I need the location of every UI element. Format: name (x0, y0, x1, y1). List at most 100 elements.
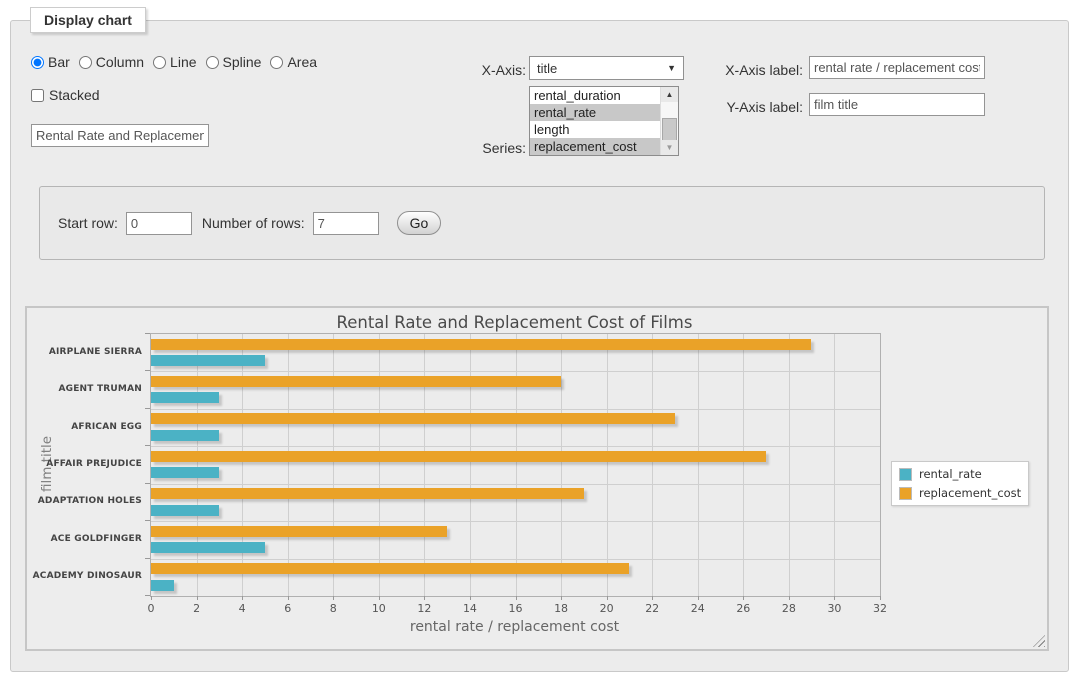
x-tick-mark (880, 596, 881, 600)
bar-rental_rate (151, 355, 265, 366)
category-label: AFRICAN EGG (32, 422, 142, 432)
series-option-replacement_cost[interactable]: replacement_cost (530, 138, 661, 155)
x-tick-label: 18 (541, 602, 581, 615)
y-tick-mark (145, 445, 150, 446)
chart-title-input[interactable] (31, 124, 209, 147)
bar-replacement_cost (151, 563, 629, 574)
series-listbox[interactable]: rental_durationrental_ratelengthreplacem… (529, 86, 679, 156)
chart-type-option-line[interactable]: Line (153, 54, 196, 70)
grid-line-horizontal (151, 484, 880, 485)
y-axis-label-input[interactable] (809, 93, 985, 116)
x-axis-select[interactable]: title ▼ (529, 56, 684, 80)
row-range-panel: Start row: Number of rows: Go (39, 186, 1045, 260)
bar-replacement_cost (151, 451, 766, 462)
chart-type-option-bar[interactable]: Bar (31, 54, 70, 70)
fieldset-legend: Display chart (30, 7, 146, 33)
scroll-down-icon[interactable]: ▼ (661, 140, 678, 155)
y-tick-mark (145, 408, 150, 409)
grid-line-vertical (288, 334, 289, 596)
bar-replacement_cost (151, 488, 584, 499)
chart-type-option-area[interactable]: Area (270, 54, 317, 70)
x-tick-label: 28 (769, 602, 809, 615)
stacked-label: Stacked (49, 87, 100, 103)
legend-swatch (899, 487, 912, 500)
grid-line-vertical (424, 334, 425, 596)
number-of-rows-input[interactable] (313, 212, 379, 235)
x-tick-label: 26 (723, 602, 763, 615)
grid-line-vertical (607, 334, 608, 596)
x-axis-selected-value: title (537, 61, 557, 76)
y-tick-mark (145, 333, 150, 334)
legend-row: replacement_cost (899, 486, 1021, 500)
x-tick-label: 8 (313, 602, 353, 615)
legend-label: rental_rate (919, 467, 982, 481)
grid-line-horizontal (151, 521, 880, 522)
series-option-rental_rate[interactable]: rental_rate (530, 104, 661, 121)
x-axis-label-input[interactable] (809, 56, 985, 79)
category-label: AFFAIR PREJUDICE (32, 459, 142, 469)
resize-handle-icon[interactable] (1033, 635, 1045, 647)
x-axis-label-label: X-Axis label: (709, 62, 803, 78)
chart-type-radio-bar[interactable] (31, 56, 44, 69)
grid-line-vertical (197, 334, 198, 596)
x-tick-mark (470, 596, 471, 600)
series-option-length[interactable]: length (530, 121, 661, 138)
x-tick-mark (288, 596, 289, 600)
x-tick-label: 22 (632, 602, 672, 615)
x-tick-mark (242, 596, 243, 600)
chart-type-radio-spline[interactable] (206, 56, 219, 69)
x-tick-label: 6 (268, 602, 308, 615)
x-tick-label: 20 (587, 602, 627, 615)
go-button[interactable]: Go (397, 211, 442, 235)
bar-replacement_cost (151, 376, 561, 387)
x-tick-mark (789, 596, 790, 600)
chart-x-axis-label: rental rate / replacement cost (150, 619, 879, 635)
x-tick-mark (379, 596, 380, 600)
category-label: ACE GOLDFINGER (32, 534, 142, 544)
chart-type-option-column[interactable]: Column (79, 54, 144, 70)
x-tick-label: 2 (177, 602, 217, 615)
chart-type-radio-area[interactable] (270, 56, 283, 69)
x-tick-mark (197, 596, 198, 600)
legend-row: rental_rate (899, 467, 1021, 481)
bar-rental_rate (151, 430, 219, 441)
grid-line-vertical (470, 334, 471, 596)
grid-line-vertical (743, 334, 744, 596)
chart-type-radio-column[interactable] (79, 56, 92, 69)
stacked-checkbox-row[interactable]: Stacked (31, 87, 100, 103)
x-axis-select-label: X-Axis: (431, 62, 526, 78)
x-tick-mark (743, 596, 744, 600)
grid-line-vertical (242, 334, 243, 596)
scrollbar-thumb[interactable] (662, 118, 677, 141)
grid-line-vertical (379, 334, 380, 596)
x-tick-mark (516, 596, 517, 600)
grid-line-vertical (333, 334, 334, 596)
chart-type-radio-group: Bar Column Line Spline Area (31, 54, 326, 70)
chart-type-label: Line (170, 54, 196, 70)
display-chart-fieldset: BarColumnLineSplineArea Stacked X-Axis: … (10, 20, 1069, 672)
x-tick-mark (698, 596, 699, 600)
series-option-rental_duration[interactable]: rental_duration (530, 87, 661, 104)
chart-type-radio-line[interactable] (153, 56, 166, 69)
chart-type-label: Area (287, 54, 317, 70)
chart-plot-area (150, 333, 881, 597)
category-label: AIRPLANE SIERRA (32, 347, 142, 357)
y-axis-label-label: Y-Axis label: (709, 99, 803, 115)
bar-replacement_cost (151, 339, 811, 350)
y-tick-mark (145, 520, 150, 521)
stacked-checkbox[interactable] (31, 89, 44, 102)
x-tick-label: 0 (131, 602, 171, 615)
grid-line-vertical (652, 334, 653, 596)
start-row-input[interactable] (126, 212, 192, 235)
x-tick-label: 4 (222, 602, 262, 615)
scroll-up-icon[interactable]: ▲ (661, 87, 678, 102)
category-label: ADAPTATION HOLES (32, 496, 142, 506)
start-row-label: Start row: (58, 215, 118, 231)
chart-panel: Rental Rate and Replacement Cost of Film… (25, 306, 1049, 651)
chart-type-option-spline[interactable]: Spline (206, 54, 262, 70)
series-listbox-label: Series: (431, 140, 526, 156)
x-tick-label: 16 (496, 602, 536, 615)
x-tick-label: 24 (678, 602, 718, 615)
series-scrollbar[interactable]: ▲ ▼ (660, 87, 678, 155)
bar-rental_rate (151, 392, 219, 403)
